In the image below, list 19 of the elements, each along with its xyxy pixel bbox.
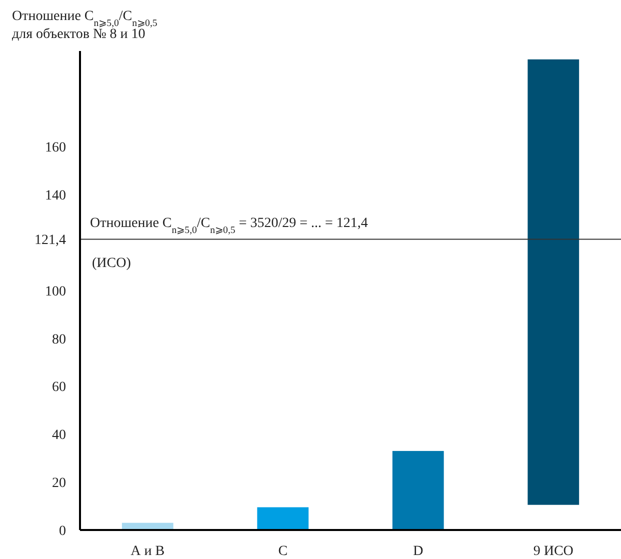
x-tick-label: С <box>278 544 288 559</box>
y-tick-label: 160 <box>45 140 66 156</box>
y-tick-label: 60 <box>52 380 66 396</box>
y-tick-label: 100 <box>45 284 66 300</box>
bar <box>257 507 309 530</box>
y-tick-label: 20 <box>52 476 66 491</box>
bar <box>528 59 580 505</box>
bar <box>392 450 444 530</box>
ref-line-label: Отношение C$_{n⩾5,0}$/C$_{n⩾0,5}$ = 3520/29 = ... = 121,4 <box>90 216 368 236</box>
y-tick-label: 0 <box>59 524 66 539</box>
y-tick-label: 121,4 <box>34 233 66 248</box>
x-tick-label: D <box>413 544 424 559</box>
annotation: (ИСО) <box>92 256 132 272</box>
y-tick-label: 140 <box>45 188 66 204</box>
y-axis-title: Отношение C$_{n⩾5,0}$/C$_{n⩾0,5}$ для объектов № 8 и 10 <box>12 9 158 42</box>
x-tick-label: 9 ИСО <box>533 544 574 559</box>
y-tick-label: 40 <box>52 428 66 444</box>
y-tick-label: 80 <box>52 332 66 348</box>
x-tick-label: А и В <box>130 544 165 559</box>
